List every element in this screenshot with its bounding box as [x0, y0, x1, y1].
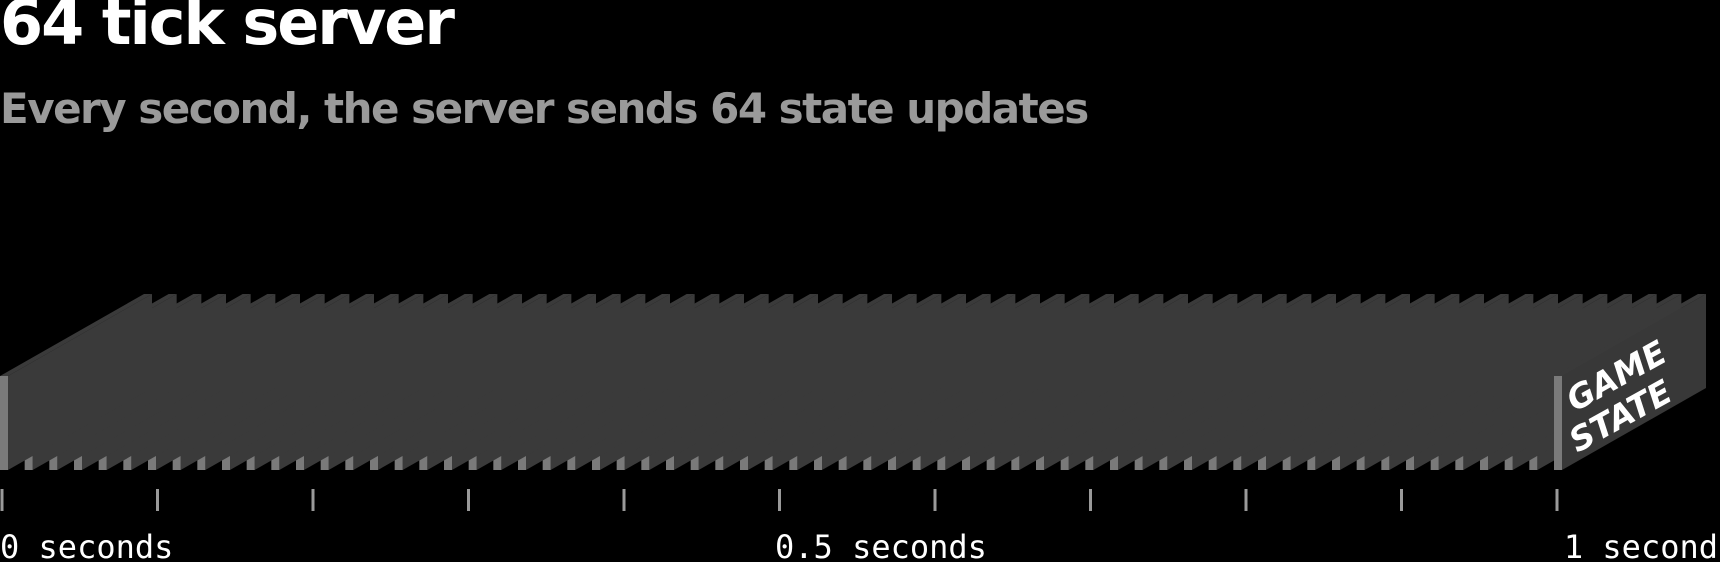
axis-label-end: 1 second — [1564, 528, 1718, 562]
state-update-slices — [0, 294, 1682, 470]
page-subtitle: Every second, the server sends 64 state … — [0, 84, 1089, 133]
axis-label-start: 0 seconds — [0, 528, 173, 562]
final-slice-front-face — [1554, 376, 1562, 470]
state-update-slice — [1554, 294, 1706, 470]
slice-top-face — [0, 294, 152, 376]
final-slice-side-face — [1562, 294, 1706, 470]
slice-side-face — [8, 294, 152, 470]
final-slice-top-face — [1554, 294, 1706, 376]
time-axis-labels: 0 seconds 0.5 seconds 1 second — [0, 528, 1718, 562]
time-axis-ticks — [0, 489, 1559, 511]
state-update-slice — [0, 294, 152, 470]
slice-front-face — [0, 376, 8, 470]
axis-label-middle: 0.5 seconds — [775, 528, 987, 562]
page-title: 64 tick server — [0, 0, 455, 59]
